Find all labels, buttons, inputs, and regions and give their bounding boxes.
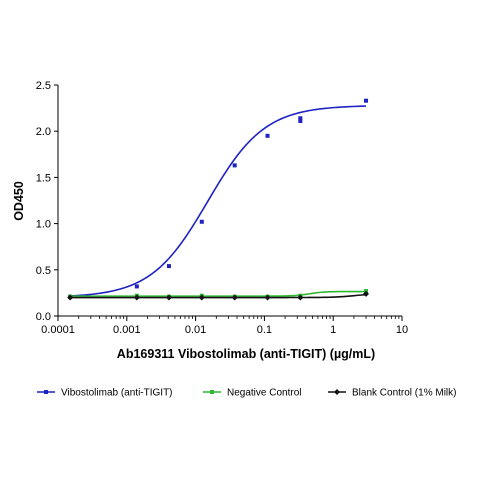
- legend: Vibostolimab (anti-TIGIT) Negative Contro…: [37, 388, 456, 399]
- data-point: [298, 116, 303, 121]
- fit-curve: [70, 290, 367, 297]
- y-tick-label: 1.0: [36, 219, 51, 231]
- data-point: [166, 264, 171, 269]
- data-point: [198, 294, 205, 301]
- data-point: [231, 294, 238, 301]
- data-point: [210, 390, 214, 394]
- data-point: [298, 119, 303, 124]
- fit-curves: [70, 105, 367, 299]
- y-axis-title: OD450: [12, 181, 26, 221]
- data-markers: [67, 98, 370, 301]
- data-point: [363, 290, 370, 297]
- y-tick-label: 2.5: [36, 80, 51, 92]
- x-tick-label: 0.001: [113, 324, 141, 336]
- legend-label: Negative Control: [227, 388, 301, 399]
- y-tick-label: 1.5: [36, 172, 51, 184]
- data-point: [165, 294, 172, 301]
- y-tick-label: 0.5: [36, 265, 51, 277]
- data-point: [264, 294, 271, 301]
- data-point: [133, 294, 140, 301]
- x-tick-label: 0.0001: [41, 324, 75, 336]
- y-tick-label: 0.0: [36, 311, 51, 323]
- fit-curve: [70, 293, 367, 299]
- data-point: [67, 294, 74, 301]
- x-axis-title: Ab169311 Vibostolimab (anti-TIGIT) (µg/m…: [117, 347, 375, 361]
- x-tick-label: 10: [396, 324, 408, 336]
- x-tick-label: 0.1: [257, 324, 272, 336]
- data-point: [134, 284, 139, 289]
- y-tick-label: 2.0: [36, 126, 51, 138]
- data-point: [44, 390, 48, 394]
- data-point: [265, 133, 270, 138]
- data-point: [199, 219, 204, 224]
- fit-curve: [70, 105, 367, 297]
- data-point: [297, 294, 304, 301]
- legend-label: Blank Control (1% Milk): [352, 388, 456, 399]
- x-tick-label: 0.01: [185, 324, 206, 336]
- data-point: [364, 98, 369, 103]
- legend-label: Vibostolimab (anti-TIGIT): [61, 388, 173, 399]
- axes: 0.0 0.5 1.0 1.5 2.0 2.5 0.0001 0.001 0.01 0.1 1 10: [36, 80, 408, 336]
- data-point: [334, 389, 340, 395]
- x-tick-label: 1: [330, 324, 336, 336]
- data-point: [232, 163, 237, 168]
